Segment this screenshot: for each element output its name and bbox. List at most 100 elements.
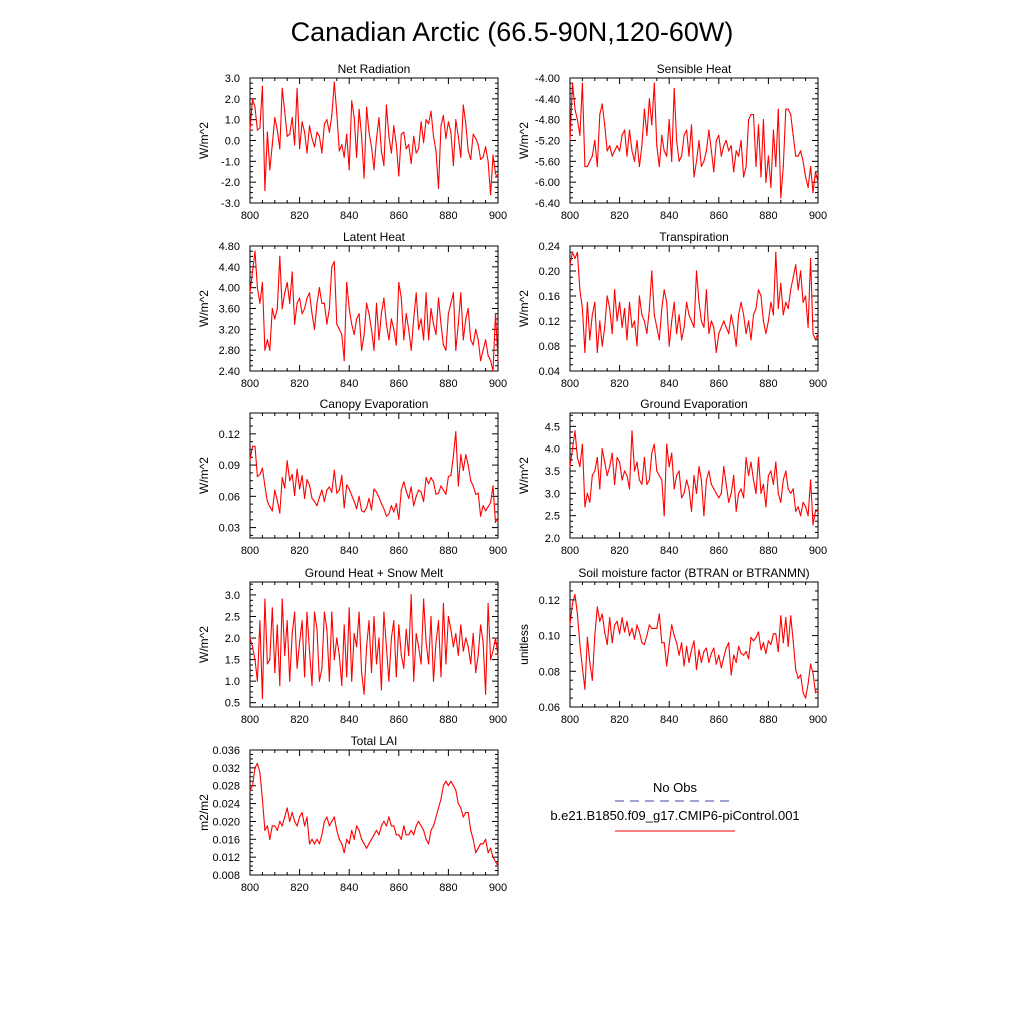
data-point [671,320,673,322]
data-point [571,448,574,450]
data-point [668,119,670,121]
data-point [472,838,474,840]
x-tick-label: 820 [290,210,308,222]
data-point [465,318,467,320]
data-point [343,360,345,362]
data-point [482,156,484,158]
data-point [410,162,412,164]
data-point [772,483,775,485]
data-point [423,339,425,341]
data-point [621,326,623,328]
data-point [733,171,735,173]
data-point [313,328,316,330]
data-point [296,87,298,89]
data-point [271,307,273,310]
data-point [695,270,698,272]
data-point [353,500,355,503]
x-tick-label: 800 [561,714,579,726]
series-line [249,762,499,867]
x-tick-label: 880 [439,882,457,894]
data-point [313,843,316,845]
data-point [817,510,819,512]
data-point [341,474,343,477]
x-tick-label: 820 [290,882,308,894]
data-point [420,318,422,320]
data-point [435,333,437,336]
data-point [805,176,807,178]
data-point [455,633,457,635]
data-point [393,328,395,330]
data-point [599,620,601,622]
data-point [584,506,586,508]
data-point [398,518,400,520]
data-point [487,354,489,356]
data-point [497,360,499,362]
data-point [356,156,358,158]
data-point [380,503,382,505]
data-point [475,137,477,139]
data-point [762,483,765,485]
data-point [738,314,740,316]
data-point [705,647,708,649]
panel-title: Transpiration [659,230,729,244]
data-point [294,494,296,496]
data-point [780,501,782,503]
data-point [281,825,283,827]
data-point [311,497,313,499]
panel-2: Latent Heat W/m^2 800 820 840 860 880 900 2.40 2.… [197,230,507,390]
data-point [455,789,457,791]
data-point [393,825,395,827]
data-point [631,430,633,432]
data-point [703,651,705,653]
data-point [745,165,747,168]
data-point [698,301,700,303]
data-point [452,646,454,648]
data-point [316,505,318,507]
data-point [276,129,278,131]
data-point [797,677,799,680]
data-point [383,297,385,299]
data-point [284,292,286,294]
data-point [730,314,732,316]
x-tick-label: 900 [809,210,827,222]
data-point [368,620,370,622]
y-tick-label: 1.0 [225,676,240,688]
data-point [599,113,601,116]
series-line [249,250,499,372]
data-point [735,510,737,512]
data-point [614,150,616,152]
data-point [259,620,261,622]
data-point [455,119,457,121]
data-point [621,134,623,136]
data-point [321,834,323,836]
data-point [661,642,663,644]
data-point [370,328,373,330]
data-point [418,328,420,330]
data-point [755,636,757,639]
plot-frame [249,581,499,708]
data-point [358,495,360,497]
plot-frame [249,749,499,876]
data-point [777,492,779,494]
data-point [428,663,430,665]
data-point [370,146,373,148]
data-point [400,838,402,840]
data-point [795,155,797,157]
data-point [328,680,330,682]
data-point [393,125,395,127]
data-point [606,150,608,152]
data-point [375,302,378,304]
data-point [666,155,668,157]
data-point [782,314,784,316]
data-point [648,307,651,310]
data-point [338,838,340,840]
data-point [713,488,715,490]
data-point [693,326,695,328]
data-point [432,135,435,137]
data-point [656,627,658,630]
data-point [812,672,814,674]
data-point [256,475,258,478]
data-point [812,524,814,526]
data-point [810,165,812,168]
data-point [304,307,306,310]
